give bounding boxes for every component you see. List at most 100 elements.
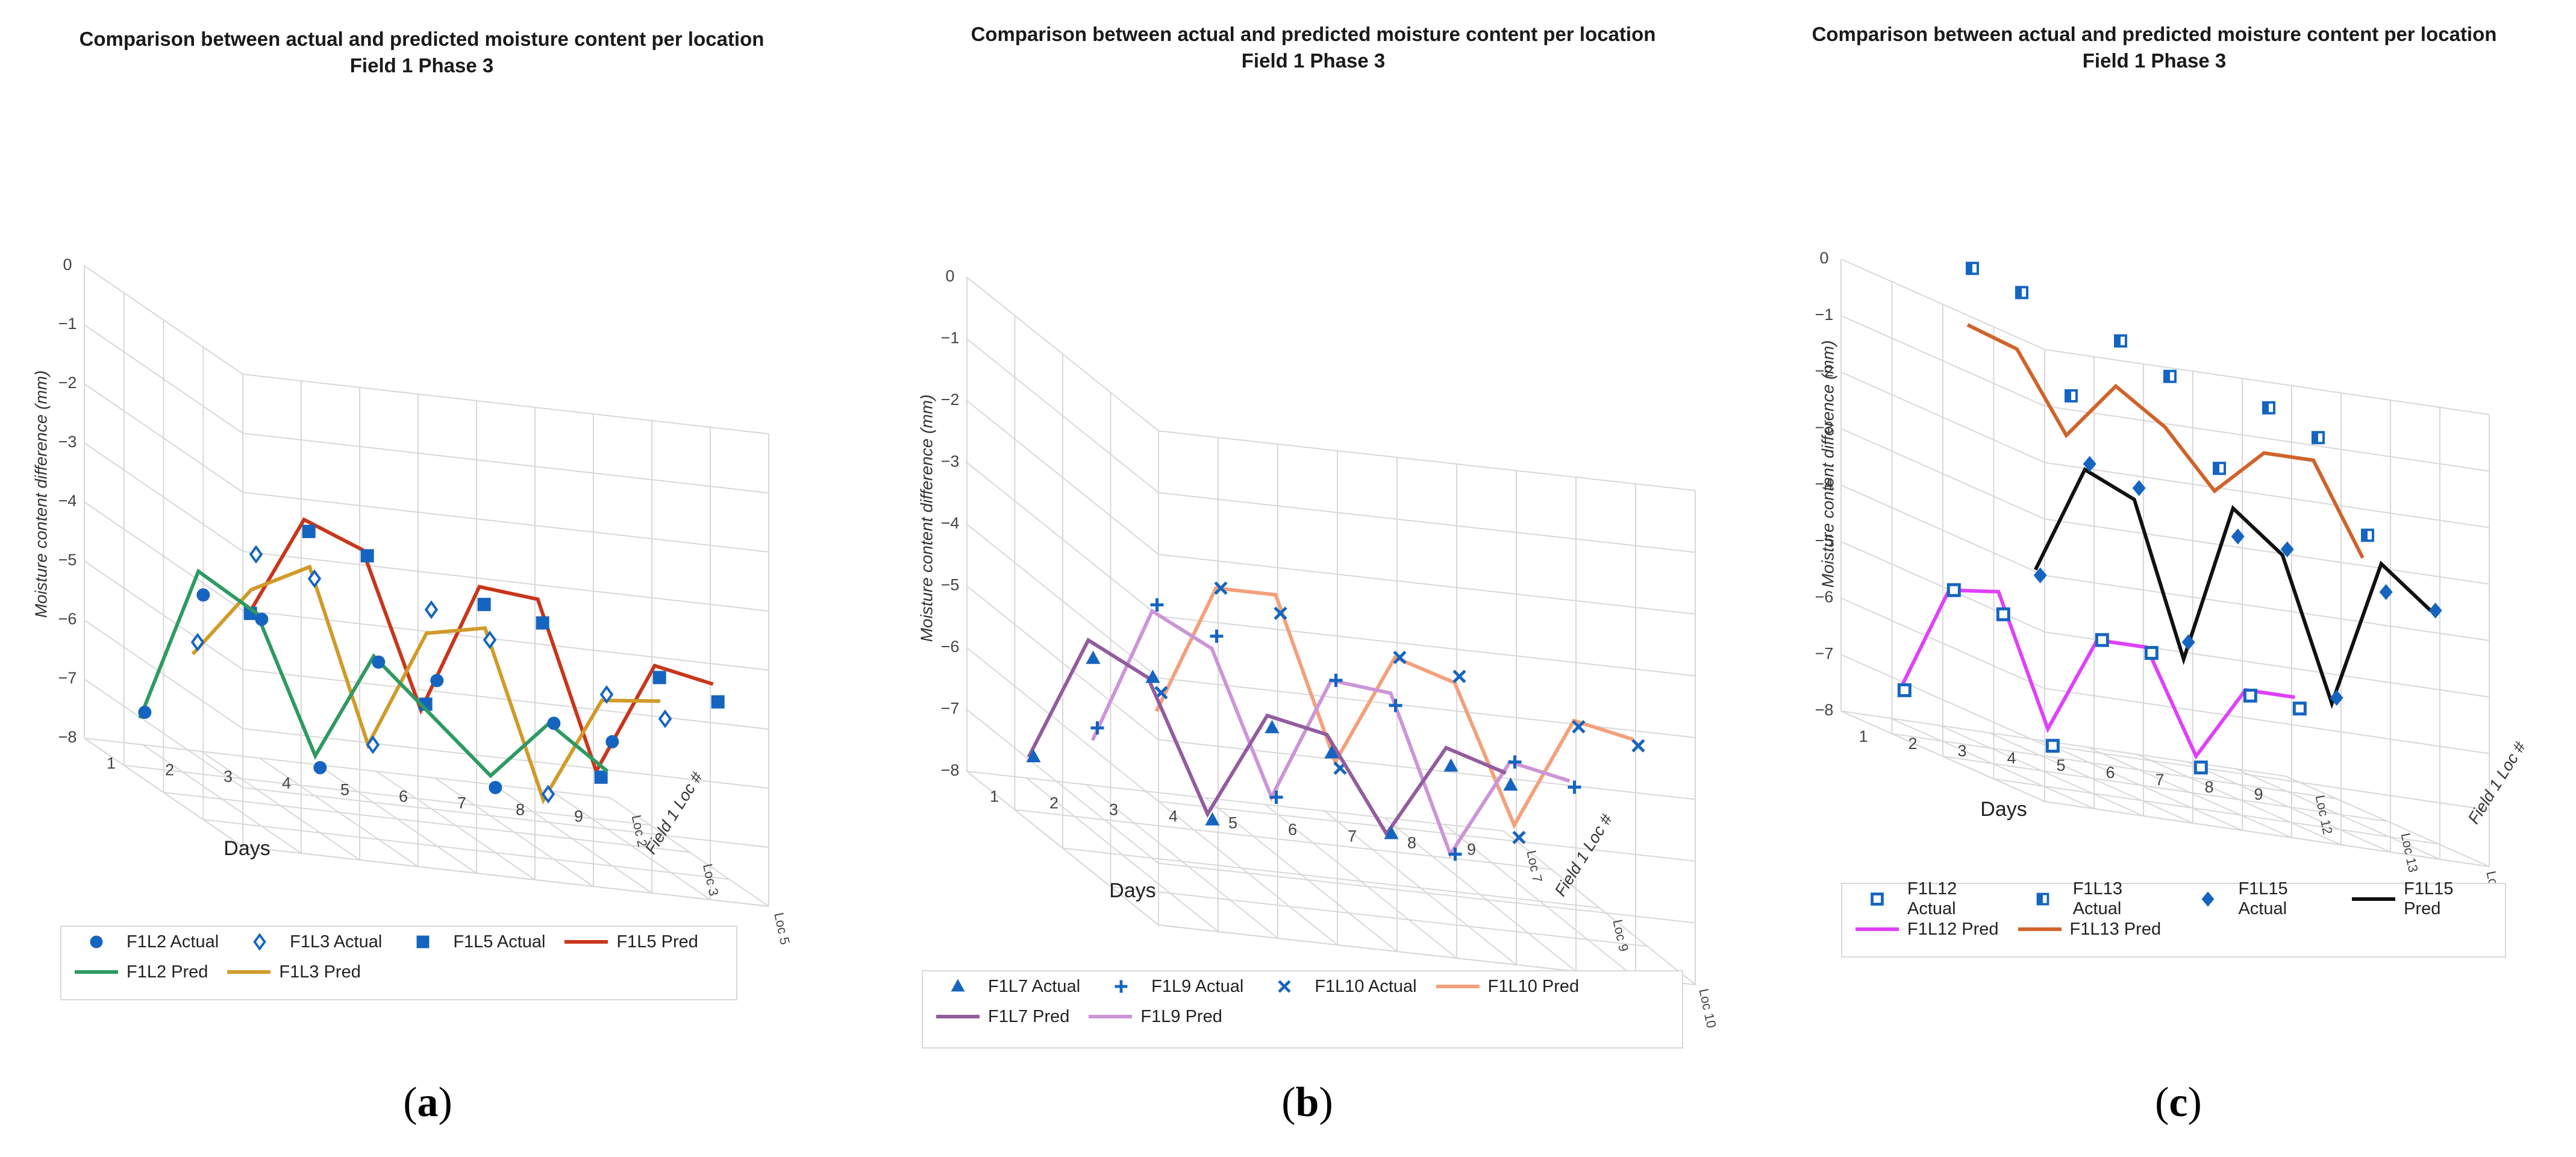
legend-swatch xyxy=(72,960,120,984)
legend-swatch xyxy=(72,930,120,954)
legend-swatch-graphic xyxy=(936,1015,980,1018)
gridline xyxy=(242,846,769,907)
actual-point-F1L3 xyxy=(249,545,263,564)
actual-point-F1L9 xyxy=(1508,755,1522,769)
y-tick-label: −2 xyxy=(1815,362,1834,380)
x-tick-label: 9 xyxy=(574,807,583,826)
chart-plot-b: 0 −1 −2 −3 −4 −5 −6 −7 −8 1 2 3 4 5 6 7 8 9 Moisture conte… xyxy=(917,267,1719,1029)
y-tick-label: −1 xyxy=(58,315,77,333)
actual-point-F1L9 xyxy=(1150,598,1164,612)
y-tick-label: −7 xyxy=(58,669,77,687)
depth-tick-label: Loc 3 xyxy=(700,862,722,897)
actual-point-F1L7 xyxy=(1503,777,1518,791)
legend-item: F1L3 Pred xyxy=(225,960,361,984)
x-tick-label: 4 xyxy=(2007,749,2016,767)
y-tick-label: −2 xyxy=(941,390,960,409)
series-F1L3 xyxy=(190,545,672,804)
y-tick-label: −6 xyxy=(941,638,960,656)
grid-group xyxy=(84,265,769,907)
gridline xyxy=(123,765,650,826)
legend-label: F1L7 Pred xyxy=(988,1006,1070,1026)
gridline xyxy=(1840,597,2490,754)
actual-point-F1L13 xyxy=(2262,401,2275,415)
legend-swatch xyxy=(1853,887,1901,911)
gridline xyxy=(1942,756,2388,822)
legend-label: F1L3 Actual xyxy=(290,932,383,952)
gridline xyxy=(1840,654,2490,811)
marker-fill xyxy=(2214,463,2219,474)
actual-point-F1L10 xyxy=(1572,720,1586,734)
x-tick-label: 5 xyxy=(340,781,349,799)
actual-point-F1L13 xyxy=(2163,369,2177,383)
z-axis-label: Field 1 Loc # xyxy=(642,768,707,858)
x-tick-label: 1 xyxy=(990,788,999,806)
actual-point-F1L12 xyxy=(2095,633,2109,647)
depth-tick-label: Loc 5 xyxy=(771,911,793,946)
y-tick-label: 0 xyxy=(63,256,72,274)
chart-panel-c: Comparison between actual and predicted … xyxy=(1733,0,2576,1157)
actual-point-F1L3 xyxy=(658,709,672,729)
legend-swatch-graphic xyxy=(1855,927,1899,931)
actual-point-F1L15 xyxy=(2083,456,2096,472)
x-tick-label: 6 xyxy=(2106,763,2115,782)
legend-swatch-graphic xyxy=(2036,892,2049,906)
gridline xyxy=(1892,733,2337,800)
x-tick-label: 2 xyxy=(1049,794,1058,812)
y-tick-label: −7 xyxy=(1815,644,1834,662)
gridline xyxy=(1840,484,2490,641)
marker-fill xyxy=(2313,432,2318,444)
y-tick-label: −5 xyxy=(1815,531,1834,550)
pred-line-F1L13 xyxy=(1966,323,2365,559)
legend-label: F1L3 Pred xyxy=(279,962,361,982)
actual-point-F1L10 xyxy=(1631,739,1645,753)
actual-point-F1L7 xyxy=(1265,720,1280,733)
y-tick-label: −3 xyxy=(941,453,960,471)
legend-marker xyxy=(253,933,266,951)
actual-point-F1L12 xyxy=(1996,607,2010,621)
legend-item: F1L3 Actual xyxy=(236,930,382,954)
chart-title: Comparison between actual and predicted … xyxy=(971,23,1656,45)
legend-marker xyxy=(1278,980,1291,993)
legend-swatch xyxy=(1434,974,1482,999)
actual-point-F1L10 xyxy=(1274,606,1287,620)
gridline xyxy=(966,524,1696,738)
actual-point-F1L15 xyxy=(2181,634,2195,650)
y-axis-label: Moisture content difference (mm) xyxy=(31,371,50,618)
legend-swatch xyxy=(399,930,447,954)
y-tick-label: 0 xyxy=(945,267,954,285)
marker-fill xyxy=(2037,894,2043,905)
actual-point-F1L12 xyxy=(2193,760,2208,775)
actual-point-F1L15 xyxy=(2231,528,2245,545)
y-tick-label: −5 xyxy=(941,576,960,594)
x-tick-label: 5 xyxy=(1228,814,1237,832)
gridline xyxy=(84,324,769,494)
chart-subtitle: Field 1 Phase 3 xyxy=(2082,49,2227,72)
legend-label: F1L12 Pred xyxy=(1907,919,1999,939)
actual-point-F1L2 xyxy=(547,716,561,730)
series-F1L15 xyxy=(2033,456,2442,709)
legend-swatch xyxy=(1260,974,1308,999)
actual-point-F1L2 xyxy=(255,612,269,626)
legend-swatch-graphic xyxy=(75,970,118,974)
actual-point-F1L7 xyxy=(1086,650,1101,664)
actual-point-F1L12 xyxy=(1897,683,1912,697)
legend-marker xyxy=(2201,891,2215,907)
legend-marker xyxy=(951,979,965,992)
actual-point-F1L7 xyxy=(1026,749,1041,763)
actual-point-F1L9 xyxy=(1329,674,1343,687)
gridline xyxy=(966,338,1696,553)
legend-marker xyxy=(416,935,430,948)
legend-label: F1L7 Actual xyxy=(988,976,1081,996)
y-tick-label: −8 xyxy=(1815,701,1834,719)
legend-label: F1L15 Actual xyxy=(2238,879,2288,918)
x-tick-label: 7 xyxy=(2155,771,2164,789)
actual-point-F1L5 xyxy=(594,770,608,784)
pred-line-F1L5 xyxy=(244,517,714,776)
legend-label: F1L10 Pred xyxy=(1487,976,1580,996)
depth-tick-label: Loc 12 xyxy=(2312,794,2335,836)
legend-item: F1L13 Actual xyxy=(2019,879,2168,919)
actual-point-F1L3 xyxy=(599,685,614,704)
series-F1L12 xyxy=(1897,583,2307,775)
series-F1L9 xyxy=(1090,598,1581,861)
caption-letter: a xyxy=(417,1079,439,1126)
